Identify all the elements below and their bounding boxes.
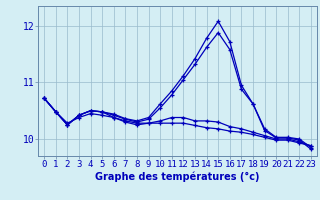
X-axis label: Graphe des températures (°c): Graphe des températures (°c)	[95, 172, 260, 182]
